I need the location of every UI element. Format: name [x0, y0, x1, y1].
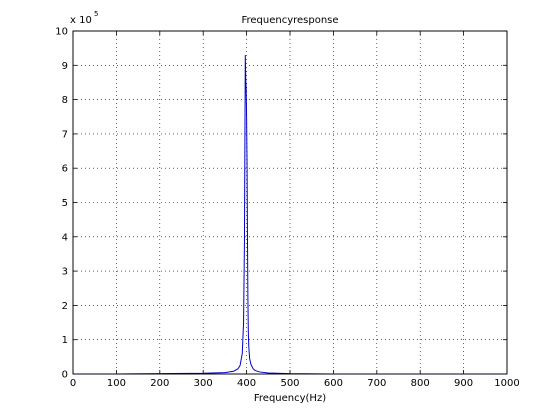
y-tick-label: 3: [62, 267, 68, 278]
x-tick-label: 100: [107, 378, 126, 389]
y-tick-label: 5: [62, 198, 68, 209]
x-tick-label: 600: [324, 378, 343, 389]
x-tick-label: 700: [367, 378, 386, 389]
grid: [73, 31, 507, 374]
plot-frame: [72, 30, 508, 375]
y-tick-label: 6: [62, 164, 68, 175]
x-tick-label: 500: [280, 378, 299, 389]
x-tick-label: 1000: [494, 378, 519, 389]
series-layer: [73, 55, 507, 375]
y-tick-label: 0: [62, 370, 68, 381]
y-multiplier-base: x 10: [70, 15, 92, 26]
x-tick-label: 300: [194, 378, 213, 389]
y-tick-label: 1: [62, 335, 68, 346]
x-tick-label: 400: [237, 378, 256, 389]
y-tick-label: 8: [62, 95, 68, 106]
x-tick-label: 800: [411, 378, 430, 389]
x-tick-label: 200: [150, 378, 169, 389]
x-tick-label: 0: [70, 378, 76, 389]
y-multiplier-exponent: 5: [94, 10, 98, 18]
y-tick-labels: 0 1 2 3 4 5 6 7 8 9 10: [55, 27, 68, 381]
x-tick-label: 900: [454, 378, 473, 389]
chart-title: Frequencyresponse: [241, 15, 338, 26]
y-tick-label: 9: [62, 61, 68, 72]
y-tick-label: 4: [62, 232, 68, 243]
x-tick-labels: 0 100 200 300 400 500 600 700 800 900 1000: [70, 378, 520, 389]
y-tick-label: 2: [62, 301, 68, 312]
y-tick-label: 10: [55, 27, 68, 38]
y-tick-label: 7: [62, 129, 68, 140]
x-axis-label: Frequency(Hz): [254, 393, 326, 404]
series-line-0: [73, 55, 507, 375]
